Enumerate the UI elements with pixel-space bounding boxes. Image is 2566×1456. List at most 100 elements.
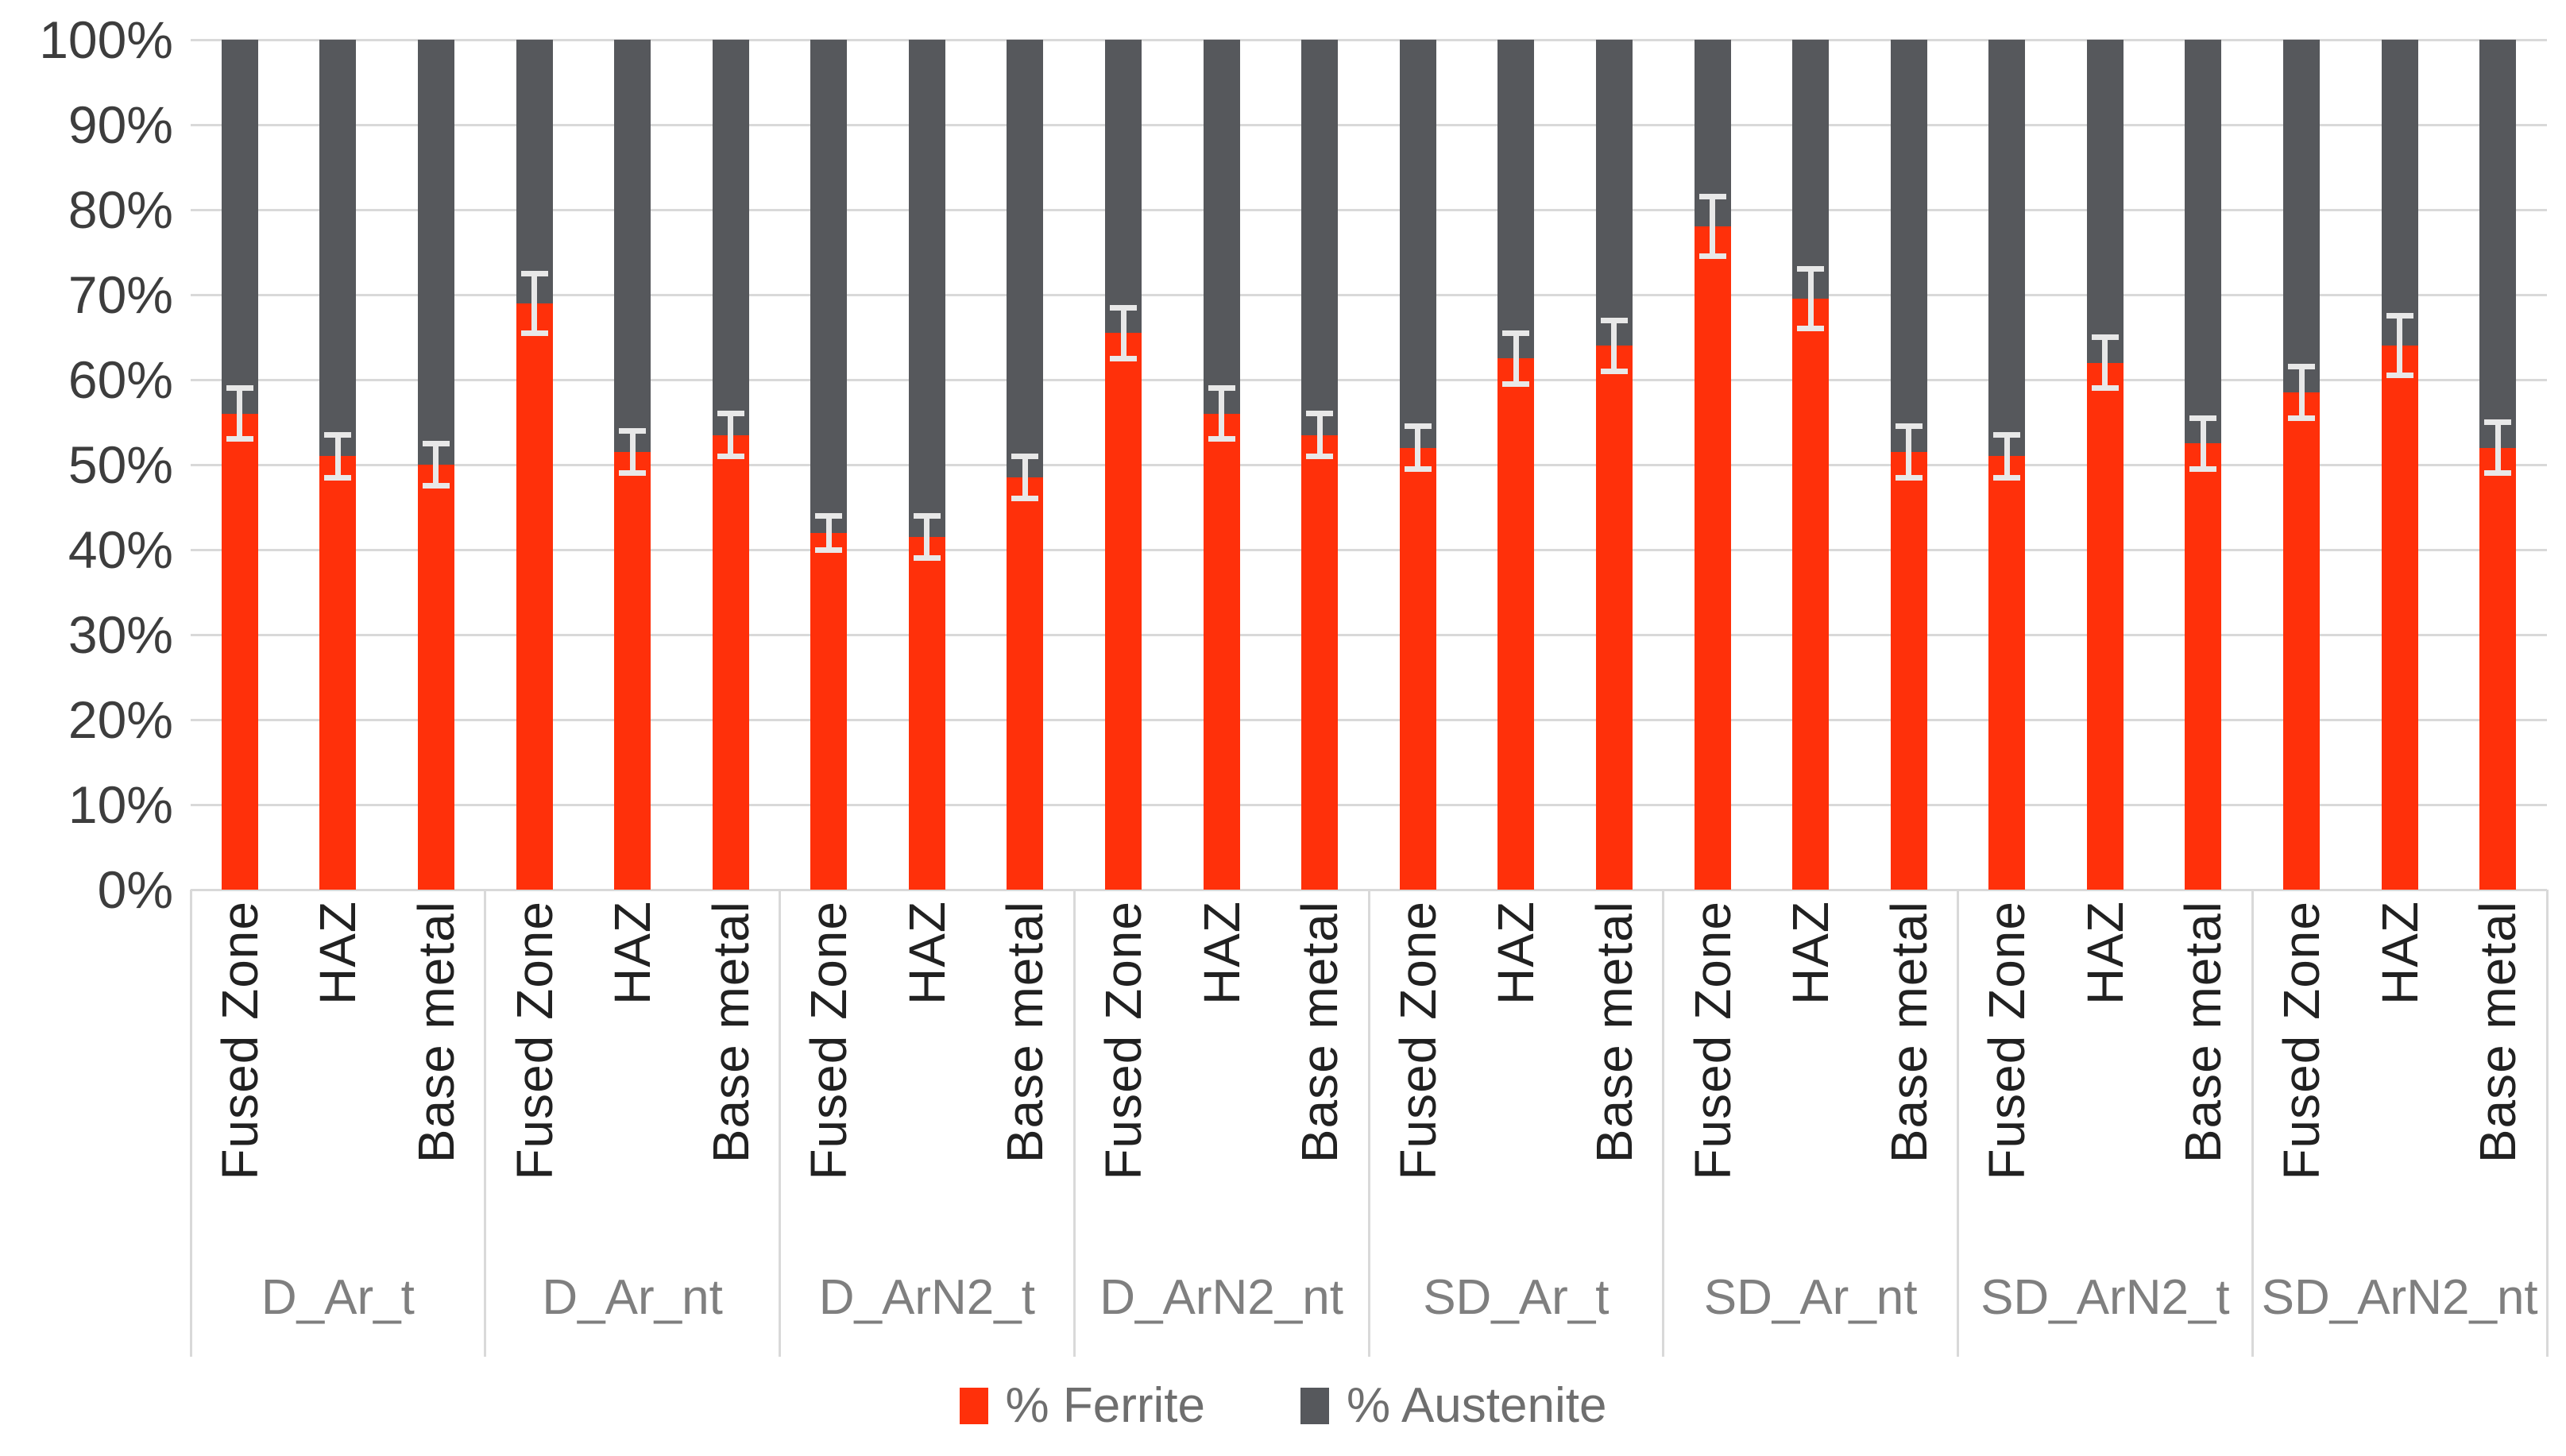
category-label-slot: Base metal bbox=[1860, 901, 1958, 1242]
error-bar-cap-top bbox=[717, 411, 744, 417]
legend-label-austenite: % Austenite bbox=[1347, 1378, 1607, 1433]
category-label: HAZ bbox=[2371, 901, 2429, 1005]
ferrite-segment bbox=[1203, 413, 1240, 890]
category-label: Fused Zone bbox=[505, 901, 563, 1180]
y-axis-tick-label: 90% bbox=[68, 95, 173, 154]
legend-label-ferrite: % Ferrite bbox=[1005, 1378, 1206, 1433]
error-bar-cap-bottom bbox=[815, 546, 843, 553]
austenite-segment bbox=[2086, 40, 2124, 363]
error-bar-cap-top bbox=[226, 385, 253, 392]
y-gridline bbox=[191, 293, 2547, 296]
category-label-slot: HAZ bbox=[1467, 901, 1566, 1242]
legend-item-austenite: % Austenite bbox=[1300, 1377, 1606, 1434]
error-bar-line bbox=[1710, 196, 1716, 257]
austenite-segment bbox=[1988, 40, 2026, 457]
austenite-segment bbox=[810, 40, 848, 533]
group-label: SD_ArN2_t bbox=[1981, 1270, 2230, 1325]
group-label: D_Ar_t bbox=[261, 1270, 415, 1325]
category-label-slot: Fused Zone bbox=[1074, 901, 1173, 1242]
error-bar-line bbox=[2102, 337, 2108, 388]
error-bar-line bbox=[531, 273, 538, 334]
austenite-segment bbox=[221, 40, 258, 414]
austenite-swatch-icon bbox=[1300, 1387, 1330, 1424]
austenite-segment bbox=[2479, 40, 2517, 448]
error-bar-cap-bottom bbox=[1011, 496, 1039, 502]
chart-legend: % Ferrite % Austenite bbox=[0, 1377, 2566, 1434]
ferrite-segment bbox=[2381, 346, 2418, 890]
category-label-slot: Fused Zone bbox=[1369, 901, 1467, 1242]
error-bar-cap-top bbox=[2189, 415, 2217, 421]
y-axis-tick-label: 80% bbox=[68, 180, 173, 239]
ferrite-segment bbox=[908, 536, 945, 890]
ferrite-segment bbox=[2086, 362, 2124, 890]
category-label-slot: Base metal bbox=[2448, 901, 2547, 1242]
y-gridline bbox=[191, 38, 2547, 41]
error-bar-cap-top bbox=[1110, 304, 1138, 311]
error-bar-cap-top bbox=[619, 427, 647, 434]
category-group-divider bbox=[1367, 890, 1370, 1357]
error-bar-cap-bottom bbox=[2484, 470, 2512, 477]
error-bar-cap-bottom bbox=[913, 555, 941, 562]
error-bar-cap-top bbox=[422, 440, 450, 446]
error-bar-line bbox=[1022, 456, 1028, 499]
error-bar-cap-bottom bbox=[1993, 474, 2021, 481]
error-bar-cap-top bbox=[815, 512, 843, 519]
y-axis-tick-label: 0% bbox=[97, 860, 173, 919]
error-bar-line bbox=[1513, 333, 1519, 384]
legend-item-ferrite: % Ferrite bbox=[959, 1377, 1206, 1434]
y-gridline bbox=[191, 548, 2547, 551]
error-bar-line bbox=[2298, 366, 2305, 419]
error-bar-cap-bottom bbox=[324, 474, 352, 481]
error-bar-line bbox=[334, 434, 341, 478]
category-label-slot: Base metal bbox=[976, 901, 1075, 1242]
ferrite-segment bbox=[810, 532, 848, 890]
category-label: Base metal bbox=[2469, 901, 2527, 1164]
y-gridline bbox=[191, 123, 2547, 126]
austenite-segment bbox=[614, 40, 651, 452]
ferrite-swatch-icon bbox=[959, 1387, 988, 1424]
category-label: Base metal bbox=[407, 901, 465, 1164]
error-bar-cap-top bbox=[2484, 419, 2512, 425]
ferrite-segment bbox=[1301, 434, 1339, 890]
y-axis-tick-label: 10% bbox=[68, 775, 173, 834]
error-bar-cap-top bbox=[520, 270, 548, 276]
error-bar-cap-top bbox=[1208, 385, 1235, 392]
ferrite-segment bbox=[2479, 447, 2517, 890]
y-gridline bbox=[191, 718, 2547, 721]
category-label: Base metal bbox=[996, 901, 1054, 1164]
category-label: Fused Zone bbox=[1683, 901, 1741, 1180]
y-axis-tick-label: 100% bbox=[39, 10, 173, 69]
error-bar-cap-bottom bbox=[2091, 385, 2119, 392]
austenite-segment bbox=[1497, 40, 1535, 359]
austenite-segment bbox=[1007, 40, 1044, 478]
error-bar-line bbox=[1219, 388, 1225, 439]
error-bar-line bbox=[728, 413, 734, 457]
ferrite-segment bbox=[1988, 456, 2026, 890]
y-gridline bbox=[191, 463, 2547, 466]
category-group-divider bbox=[2545, 890, 2549, 1357]
austenite-segment bbox=[417, 40, 454, 465]
ferrite-segment bbox=[1007, 477, 1044, 890]
austenite-segment bbox=[1203, 40, 1240, 414]
error-bar-cap-top bbox=[1502, 330, 1530, 336]
austenite-segment bbox=[1301, 40, 1339, 435]
category-label-slot: HAZ bbox=[2351, 901, 2449, 1242]
category-label-slot: HAZ bbox=[2056, 901, 2154, 1242]
error-bar-cap-bottom bbox=[1404, 465, 1432, 472]
error-bar-cap-bottom bbox=[1208, 436, 1235, 442]
category-label-slot: Fused Zone bbox=[1664, 901, 1762, 1242]
category-label-slot: Base metal bbox=[2154, 901, 2253, 1242]
category-label: Fused Zone bbox=[1389, 901, 1447, 1180]
ferrite-segment bbox=[516, 303, 553, 890]
error-bar-cap-top bbox=[1404, 423, 1432, 430]
error-bar-line bbox=[1120, 307, 1126, 359]
error-bar-line bbox=[825, 516, 832, 550]
error-bar-cap-bottom bbox=[2189, 465, 2217, 472]
error-bar-line bbox=[2004, 434, 2010, 478]
error-bar-cap-bottom bbox=[1797, 326, 1825, 332]
y-axis-tick-label: 40% bbox=[68, 520, 173, 579]
error-bar-cap-bottom bbox=[520, 330, 548, 336]
ferrite-segment bbox=[712, 434, 749, 890]
category-group-divider bbox=[1662, 890, 1665, 1357]
